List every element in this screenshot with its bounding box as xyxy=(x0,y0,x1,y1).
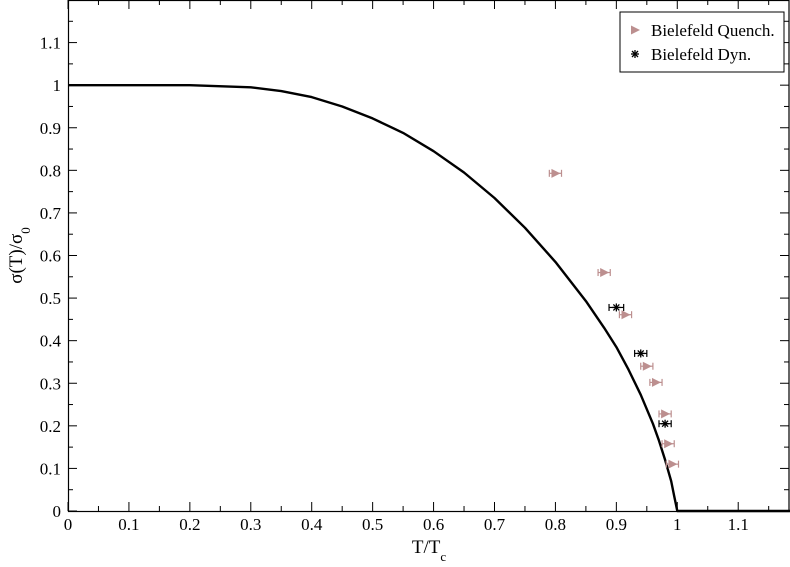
y-axis-title: σ(T)/σ0 xyxy=(6,227,33,284)
y-tick-label: 0.7 xyxy=(40,204,62,223)
data-point xyxy=(636,349,645,358)
y-tick-label: 0.5 xyxy=(40,289,61,308)
y-tick-label: 0.3 xyxy=(40,374,61,393)
asterisk-stroke xyxy=(631,50,639,58)
y-axis-title-subscript: 0 xyxy=(18,227,33,234)
x-tick-label: 0.8 xyxy=(545,515,566,534)
y-tick-label: 0 xyxy=(53,502,62,521)
y-tick-label: 0.1 xyxy=(40,459,61,478)
x-tick-label: 0.3 xyxy=(240,515,261,534)
data-point xyxy=(600,268,610,278)
x-axis-title: T/Tc xyxy=(412,537,447,564)
x-tick-label: 0.6 xyxy=(423,515,444,534)
data-point xyxy=(661,409,671,419)
legend-marker xyxy=(631,50,639,58)
model-curve xyxy=(68,84,790,513)
x-tick-label: 0.7 xyxy=(484,515,506,534)
legend-item: Bielefeld Dyn. xyxy=(631,45,751,64)
x-tick-label: 0.2 xyxy=(179,515,200,534)
data-point xyxy=(668,459,678,469)
x-tick-label: 1 xyxy=(673,515,682,534)
plot-frame xyxy=(67,0,790,513)
data-point xyxy=(621,310,631,320)
series-1 xyxy=(548,168,680,469)
axes: 0 0.1 0.2 0.3 0.4 0.5 0.6 0.7 0.8 0.9 1 1.1 0 0.1 0.2 0… xyxy=(40,0,790,534)
legend-label: Bielefeld Quench. xyxy=(651,21,775,40)
plot-area xyxy=(68,84,790,513)
x-axis-title-subscript: c xyxy=(440,549,446,564)
data-point xyxy=(642,361,652,371)
data-point xyxy=(612,303,621,312)
x-tick-label: 0.5 xyxy=(362,515,383,534)
y-tick-label: 0.6 xyxy=(40,247,61,266)
y-tick-label: 0.2 xyxy=(40,417,61,436)
x-tick-label: 0.4 xyxy=(301,515,323,534)
legend-item: Bielefeld Quench. xyxy=(631,21,775,40)
legend-marker xyxy=(631,25,640,35)
y-tick-label: 0.4 xyxy=(40,332,62,351)
x-tick-label: 0.1 xyxy=(118,515,139,534)
legend-box xyxy=(619,11,785,73)
legend-label: Bielefeld Dyn. xyxy=(651,45,751,64)
legend: Bielefeld Quench. Bielefeld Dyn. xyxy=(619,11,785,73)
y-tick-label: 0.9 xyxy=(40,119,61,138)
asterisk-stroke xyxy=(637,349,645,357)
series-2 xyxy=(608,303,672,428)
x-tick-label: 0 xyxy=(64,515,73,534)
x-tick-label: 0.9 xyxy=(606,515,627,534)
data-point xyxy=(551,168,561,178)
data-point xyxy=(661,419,670,428)
y-tick-label: 1 xyxy=(53,76,62,95)
y-tick-label: 0.8 xyxy=(40,161,61,180)
asterisk-stroke xyxy=(612,303,620,311)
data-point xyxy=(651,377,661,387)
y-tick-label: 1.1 xyxy=(40,34,61,53)
x-tick-label: 1.1 xyxy=(728,515,749,534)
data-point xyxy=(664,439,674,449)
asterisk-stroke xyxy=(661,420,669,428)
